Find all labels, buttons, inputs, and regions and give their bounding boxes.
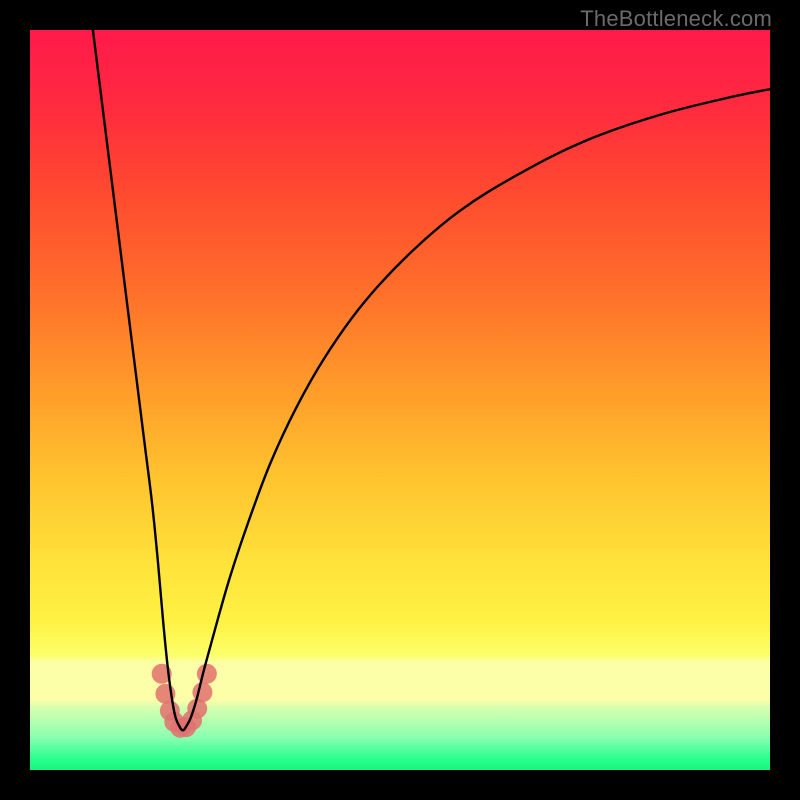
watermark-text: TheBottleneck.com (580, 6, 772, 32)
plot-background (30, 30, 770, 770)
trough-marker (197, 664, 217, 684)
bottleneck-chart (0, 0, 800, 800)
